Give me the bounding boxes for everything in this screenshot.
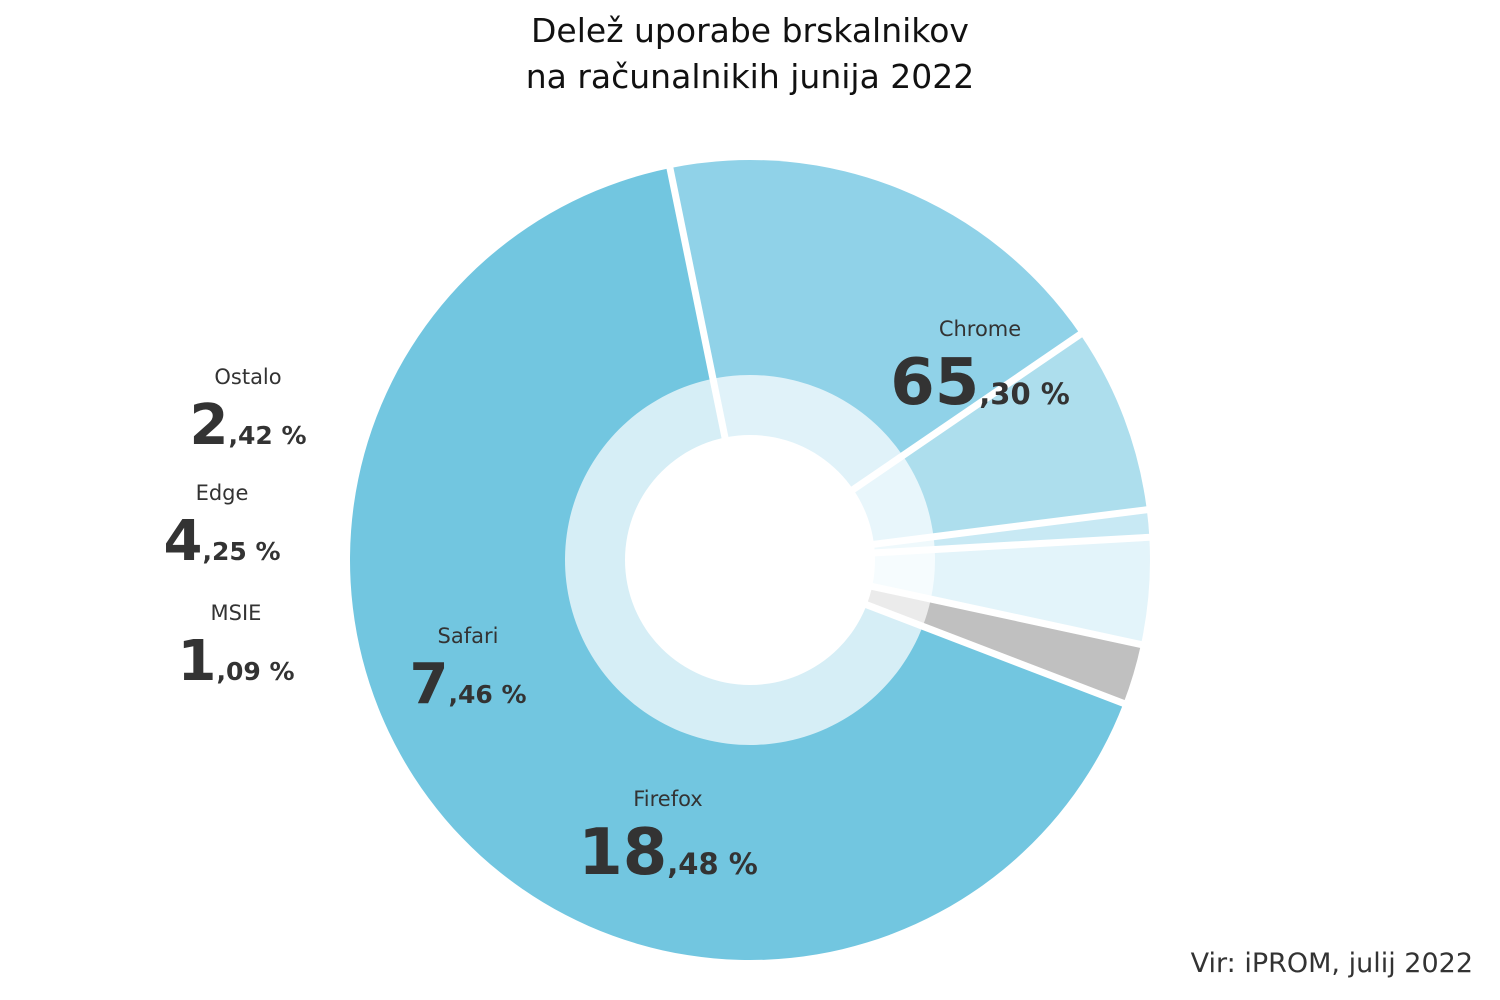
- label-value-dec-msie: ,09 %: [216, 657, 294, 686]
- chart-title-line-1: Delež uporabe brskalnikov: [531, 11, 969, 50]
- label-value-int-ostalo: 2: [189, 393, 228, 458]
- pie-slices: [350, 159, 1154, 960]
- chart-title-line-2: na računalnikih junija 2022: [526, 57, 975, 96]
- label-value-int-chrome: 65: [890, 346, 979, 420]
- label-value-edge: 4,25 %: [163, 509, 280, 574]
- label-name-msie: MSIE: [211, 601, 262, 625]
- label-name-firefox: Firefox: [633, 787, 703, 811]
- label-value-dec-edge: ,25 %: [202, 537, 280, 566]
- slice-labels: Chrome 65,30 % Firefox 18,48 % Safari 7,46 % M…: [163, 317, 1069, 890]
- label-value-int-msie: 1: [177, 629, 216, 694]
- label-value-dec-ostalo: ,42 %: [228, 421, 306, 450]
- label-value-dec-chrome: ,30 %: [979, 377, 1070, 411]
- label-value-chrome: 65,30 %: [890, 346, 1070, 420]
- label-name-chrome: Chrome: [939, 317, 1021, 341]
- label-name-edge: Edge: [196, 481, 249, 505]
- label-name-ostalo: Ostalo: [214, 365, 281, 389]
- donut-hole: [625, 435, 875, 685]
- label-value-int-edge: 4: [163, 509, 202, 574]
- label-value-int-firefox: 18: [578, 816, 667, 890]
- source-note: Vir: iPROM, julij 2022: [1191, 948, 1473, 979]
- label-value-dec-firefox: ,48 %: [667, 847, 758, 881]
- label-value-firefox: 18,48 %: [578, 816, 758, 890]
- label-value-int-safari: 7: [409, 652, 448, 717]
- label-name-safari: Safari: [438, 624, 499, 648]
- label-value-msie: 1,09 %: [177, 629, 294, 694]
- label-value-dec-safari: ,46 %: [448, 680, 526, 709]
- label-value-ostalo: 2,42 %: [189, 393, 306, 458]
- label-value-safari: 7,46 %: [409, 652, 526, 717]
